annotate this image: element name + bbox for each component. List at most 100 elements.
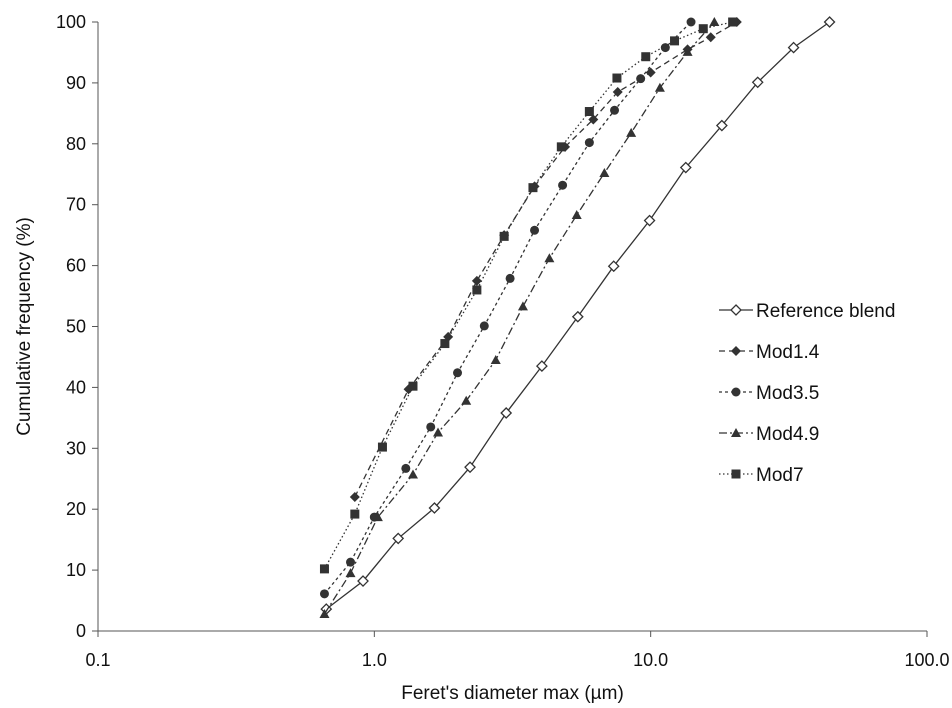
legend-item: Mod1.4 bbox=[719, 342, 820, 363]
data-point bbox=[433, 427, 444, 437]
data-point bbox=[645, 67, 656, 78]
data-point bbox=[660, 43, 670, 53]
data-point bbox=[682, 46, 693, 56]
data-point bbox=[401, 463, 411, 473]
legend-marker bbox=[731, 428, 741, 437]
legend-item: Mod3.5 bbox=[719, 383, 819, 404]
data-point bbox=[428, 502, 441, 514]
series-line bbox=[354, 21, 738, 498]
y-tick-label: 100 bbox=[56, 12, 86, 32]
data-point bbox=[571, 210, 582, 220]
y-tick-label: 0 bbox=[76, 621, 86, 641]
data-point bbox=[584, 138, 594, 148]
data-point bbox=[728, 17, 738, 27]
data-point bbox=[408, 381, 418, 391]
data-point bbox=[530, 225, 540, 235]
series-3 bbox=[319, 17, 696, 599]
series-2 bbox=[349, 17, 742, 503]
data-point bbox=[500, 407, 513, 419]
data-point bbox=[453, 368, 463, 378]
data-point bbox=[350, 509, 360, 519]
data-point bbox=[571, 310, 584, 323]
data-point bbox=[319, 564, 329, 574]
data-point bbox=[440, 339, 450, 349]
y-tick-label: 40 bbox=[66, 377, 86, 397]
data-point bbox=[599, 168, 610, 178]
x-tick-label: 10.0 bbox=[633, 650, 668, 670]
data-point bbox=[345, 568, 356, 578]
y-tick-label: 20 bbox=[66, 499, 86, 519]
data-point bbox=[636, 74, 646, 84]
data-point bbox=[654, 82, 665, 92]
data-point bbox=[319, 608, 330, 618]
data-point bbox=[751, 76, 764, 89]
data-point bbox=[715, 119, 728, 132]
data-point bbox=[612, 87, 623, 98]
legend-marker bbox=[730, 304, 742, 316]
y-tick-label: 80 bbox=[66, 134, 86, 154]
legend-label: Reference blend bbox=[756, 301, 895, 322]
legend-item: Reference blend bbox=[719, 301, 895, 322]
legend-label: Mod4.9 bbox=[756, 424, 819, 445]
data-point bbox=[641, 52, 651, 62]
y-tick-label: 90 bbox=[66, 73, 86, 93]
data-point bbox=[686, 17, 696, 27]
series-4 bbox=[319, 17, 720, 618]
data-point bbox=[556, 142, 566, 152]
data-point bbox=[472, 285, 482, 295]
data-point bbox=[787, 41, 800, 54]
legend-marker bbox=[731, 469, 741, 479]
data-point bbox=[705, 32, 716, 43]
axes: 0 10 20 30 40 50 60 70 80 90 100 0.1 1.0 10.0 100.0 bbox=[56, 12, 950, 670]
y-tick-label: 30 bbox=[66, 438, 86, 458]
x-axis-title: Feret's diameter max (µm) bbox=[401, 683, 624, 704]
data-point bbox=[461, 395, 472, 405]
x-tick-label: 100.0 bbox=[904, 650, 949, 670]
data-point bbox=[823, 16, 836, 28]
series-line bbox=[323, 21, 692, 595]
data-point bbox=[479, 321, 489, 331]
y-tick-label: 70 bbox=[66, 195, 86, 215]
legend-marker bbox=[731, 387, 741, 397]
legend-item: Mod7 bbox=[719, 465, 804, 486]
data-point bbox=[426, 422, 436, 432]
data-point bbox=[709, 17, 720, 26]
data-point bbox=[319, 589, 329, 599]
legend-item: Mod4.9 bbox=[719, 424, 819, 445]
data-point bbox=[584, 107, 594, 117]
data-point bbox=[558, 180, 568, 190]
data-point bbox=[612, 73, 622, 83]
legend-label: Mod3.5 bbox=[756, 383, 819, 404]
y-tick-label: 50 bbox=[66, 317, 86, 337]
data-point bbox=[377, 442, 387, 452]
data-point bbox=[610, 105, 620, 115]
data-point bbox=[679, 161, 692, 174]
series-layer bbox=[319, 16, 836, 618]
data-point bbox=[392, 532, 405, 545]
data-point bbox=[607, 260, 620, 273]
data-point bbox=[499, 231, 509, 241]
data-point bbox=[698, 24, 708, 34]
y-tick-label: 60 bbox=[66, 256, 86, 276]
series-5 bbox=[319, 17, 738, 574]
x-tick-label: 0.1 bbox=[85, 650, 110, 670]
legend-marker bbox=[731, 346, 741, 356]
x-tick-label: 1.0 bbox=[362, 650, 387, 670]
y-tick-label: 10 bbox=[66, 560, 86, 580]
data-point bbox=[588, 114, 599, 125]
data-point bbox=[471, 275, 482, 286]
series-line bbox=[323, 21, 715, 615]
data-point bbox=[349, 492, 360, 503]
series-1 bbox=[320, 16, 836, 615]
data-point bbox=[643, 214, 656, 227]
data-point bbox=[505, 273, 515, 283]
legend: Reference blend Mod1.4 Mod3.5 Mod4.9 Mod7 bbox=[719, 301, 895, 486]
legend-label: Mod1.4 bbox=[756, 342, 820, 363]
data-point bbox=[528, 183, 538, 193]
y-axis-title: Cumulative frequency (%) bbox=[14, 217, 35, 436]
data-point bbox=[626, 127, 637, 137]
data-point bbox=[517, 301, 528, 311]
data-point bbox=[490, 354, 501, 364]
data-point bbox=[670, 36, 680, 46]
